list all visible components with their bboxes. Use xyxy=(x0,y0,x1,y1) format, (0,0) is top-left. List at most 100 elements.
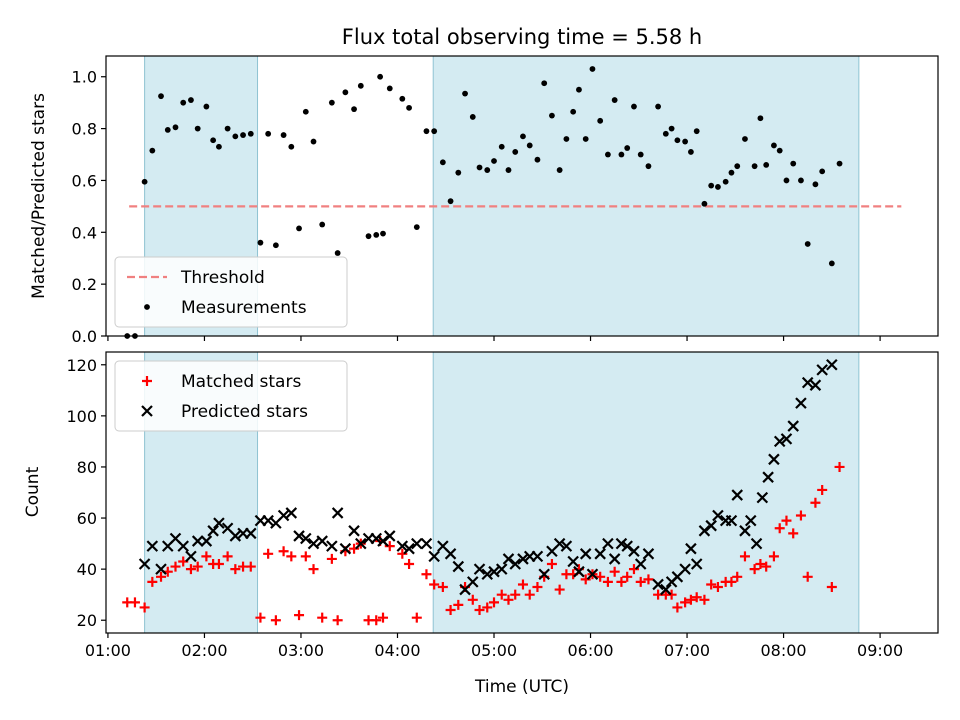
data-point xyxy=(377,73,384,80)
data-point xyxy=(698,525,711,537)
top-panel-frame xyxy=(105,55,939,337)
y-tick-label: 20 xyxy=(77,611,97,630)
legend-marker xyxy=(142,376,152,386)
data-point xyxy=(155,563,167,575)
data-point xyxy=(761,561,772,572)
data-point xyxy=(615,537,628,550)
data-point xyxy=(712,509,724,522)
data-point xyxy=(788,528,799,539)
data-point xyxy=(156,571,167,582)
y-tick-label: 0.2 xyxy=(72,275,97,294)
data-point xyxy=(605,151,611,158)
y-tick-label: 0.6 xyxy=(72,171,97,190)
data-point xyxy=(668,125,675,132)
data-point xyxy=(373,231,380,238)
data-point xyxy=(517,579,528,590)
data-point xyxy=(756,491,769,504)
data-point xyxy=(349,543,360,554)
data-point xyxy=(469,114,476,120)
data-point xyxy=(685,542,697,555)
data-point xyxy=(185,564,196,575)
top-panel-y-axis-label: Matched/Predicted stars xyxy=(29,93,49,299)
data-point xyxy=(624,145,631,151)
data-point xyxy=(357,82,364,89)
x-tick-label: 08:00 xyxy=(761,641,807,660)
data-point xyxy=(826,358,838,371)
data-point xyxy=(138,558,151,570)
data-point xyxy=(505,167,512,173)
data-point xyxy=(371,615,382,626)
data-point xyxy=(783,177,790,184)
data-point xyxy=(339,542,352,555)
data-point xyxy=(431,128,438,135)
data-point xyxy=(172,124,179,131)
data-point xyxy=(484,167,491,173)
data-point xyxy=(383,530,396,542)
y-tick-label: 40 xyxy=(77,560,97,579)
y-tick-label: 0.8 xyxy=(72,120,97,139)
data-point xyxy=(742,136,748,142)
data-point xyxy=(230,564,241,575)
data-point xyxy=(701,200,708,207)
data-point xyxy=(380,230,386,237)
x-tick-label: 02:00 xyxy=(181,641,227,660)
data-point xyxy=(444,548,457,560)
data-point xyxy=(688,149,694,155)
data-point xyxy=(826,582,837,593)
data-point xyxy=(755,559,766,570)
data-point xyxy=(421,569,432,580)
data-point xyxy=(191,535,204,547)
bottom-panel-y-axis-label: Count xyxy=(23,466,43,517)
data-point xyxy=(158,93,164,100)
data-point xyxy=(579,548,592,560)
data-point xyxy=(655,103,661,110)
data-point xyxy=(594,548,606,560)
legend-box xyxy=(114,256,348,328)
data-point xyxy=(674,137,681,144)
data-point xyxy=(502,553,515,565)
data-point xyxy=(262,514,274,527)
top-panel-shaded-interval xyxy=(432,55,860,337)
top-panel-legend: Threshold Measurements xyxy=(114,256,348,328)
x-tick-label: 04:00 xyxy=(374,641,420,660)
x-tick-label: 05:00 xyxy=(471,641,517,660)
data-point xyxy=(804,241,811,247)
data-point xyxy=(192,561,203,572)
data-point xyxy=(286,551,297,562)
data-point xyxy=(498,143,505,150)
data-point xyxy=(635,576,646,587)
data-point xyxy=(526,142,533,149)
data-point xyxy=(348,525,360,537)
data-point xyxy=(378,612,389,623)
data-point xyxy=(319,221,326,228)
data-point xyxy=(328,99,335,106)
data-point xyxy=(307,537,320,550)
data-point xyxy=(763,161,770,168)
data-point xyxy=(790,160,797,167)
data-point xyxy=(278,546,289,557)
data-point xyxy=(618,151,625,158)
x-axis-label: Time (UTC) xyxy=(474,677,569,697)
data-point xyxy=(272,242,279,249)
data-point xyxy=(452,560,465,573)
data-point xyxy=(680,597,691,608)
data-point xyxy=(712,582,723,593)
data-point xyxy=(787,420,799,432)
data-point xyxy=(810,497,821,508)
data-point xyxy=(795,510,806,521)
data-point xyxy=(699,594,710,605)
data-point xyxy=(423,128,430,135)
legend-label: Measurements xyxy=(181,298,307,318)
x-tick-label: 03:00 xyxy=(278,641,324,660)
data-point xyxy=(679,563,691,575)
data-point xyxy=(170,561,181,572)
data-point xyxy=(795,397,807,409)
data-point xyxy=(437,582,448,593)
data-point xyxy=(690,558,703,570)
data-point xyxy=(546,559,557,570)
data-point xyxy=(399,95,406,102)
data-point xyxy=(481,568,494,581)
data-point xyxy=(396,540,409,552)
data-point xyxy=(541,80,548,87)
